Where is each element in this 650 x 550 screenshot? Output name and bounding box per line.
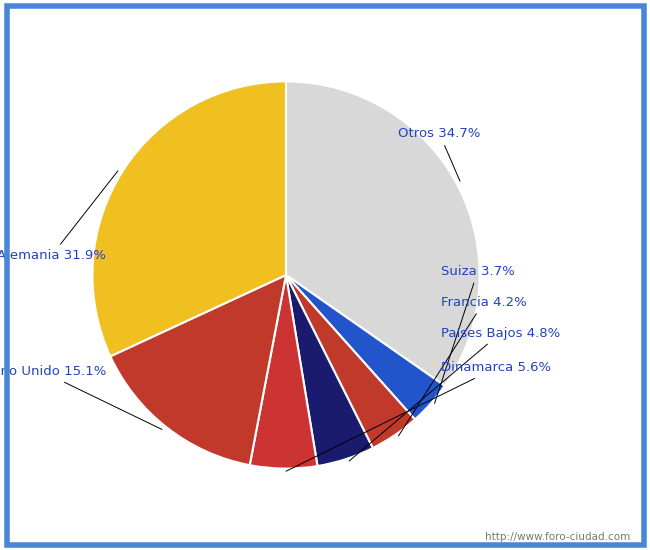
Wedge shape <box>286 81 480 386</box>
Text: Reino Unido 15.1%: Reino Unido 15.1% <box>0 365 162 430</box>
Text: Francia 4.2%: Francia 4.2% <box>398 295 526 436</box>
Wedge shape <box>92 81 286 356</box>
Wedge shape <box>286 275 415 448</box>
Text: http://www.foro-ciudad.com: http://www.foro-ciudad.com <box>486 532 630 542</box>
Text: Alemania 31.9%: Alemania 31.9% <box>0 171 118 262</box>
Text: Dinamarca 5.6%: Dinamarca 5.6% <box>286 361 551 471</box>
Text: Puigpunyent - Turistas extranjeros según país - Abril de 2024: Puigpunyent - Turistas extranjeros según… <box>71 15 579 31</box>
Text: Otros 34.7%: Otros 34.7% <box>398 127 480 181</box>
Wedge shape <box>286 275 373 466</box>
Text: Países Bajos 4.8%: Países Bajos 4.8% <box>349 327 560 461</box>
Wedge shape <box>250 275 317 469</box>
Wedge shape <box>286 275 445 420</box>
Wedge shape <box>111 275 286 465</box>
Text: Suiza 3.7%: Suiza 3.7% <box>435 265 515 403</box>
